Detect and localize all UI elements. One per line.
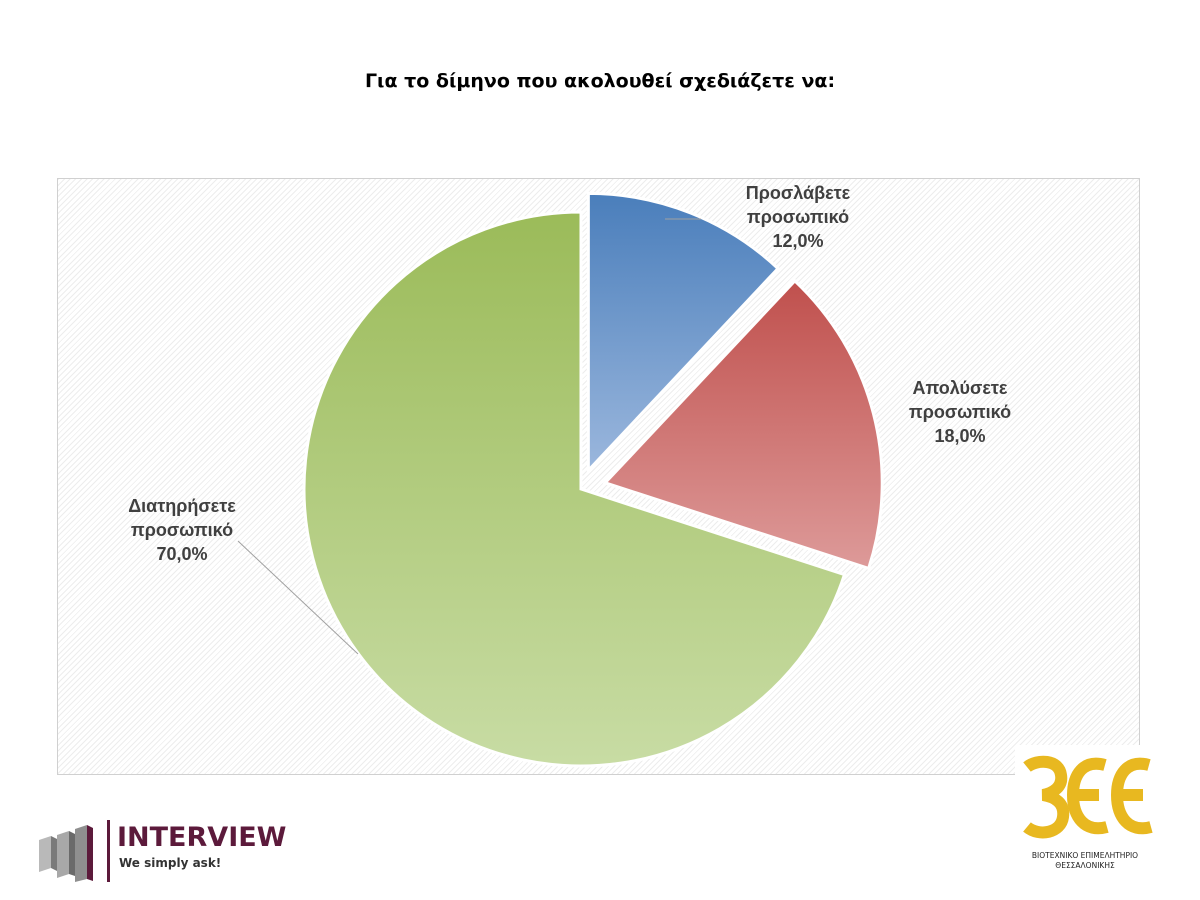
- slice-label-1: Προσλάβετε προσωπικό 12,0%: [746, 183, 851, 251]
- interview-bars-icon: [39, 825, 93, 882]
- interview-divider: [107, 820, 110, 882]
- interview-name: INTERVIEW: [117, 822, 287, 853]
- slice-label-2: Απολύσετε προσωπικό 18,0%: [909, 378, 1011, 446]
- leader-line-3: [237, 540, 359, 655]
- chart-area: Προσλάβετε προσωπικό 12,0% Απολύσετε προσωπι…: [57, 178, 1140, 775]
- pie-slice-3: [302, 210, 847, 768]
- pie-chart: Προσλάβετε προσωπικό 12,0% Απολύσετε προσωπι…: [128, 183, 1011, 768]
- chart-title: Για το δίμηνο που ακολουθεί σχεδιάζετε ν…: [364, 70, 836, 92]
- bee-logo: ΒΙΟΤΕΧΝΙΚΟ ΕΠΙΜΕΛΗΤΗΡΙΟ ΘΕΣΣΑΛΟΝΙΚΗΣ: [1015, 745, 1155, 880]
- slice-label-3: Διατηρήσετε προσωπικό 70,0%: [128, 496, 236, 564]
- bee-caption-line2: ΘΕΣΣΑΛΟΝΙΚΗΣ: [1055, 861, 1115, 870]
- pie-slice-2: [602, 278, 884, 571]
- bee-caption-line1: ΒΙΟΤΕΧΝΙΚΟ ΕΠΙΜΕΛΗΤΗΡΙΟ: [1031, 851, 1139, 860]
- bee-mark-icon: [1023, 755, 1153, 839]
- pie-slice-1: [586, 191, 781, 475]
- interview-tagline: We simply ask!: [119, 856, 222, 870]
- bee-caption: ΒΙΟΤΕΧΝΙΚΟ ΕΠΙΜΕΛΗΤΗΡΙΟ ΘΕΣΣΑΛΟΝΙΚΗΣ: [1015, 851, 1155, 871]
- interview-logo: INTERVIEW We simply ask!: [37, 818, 297, 888]
